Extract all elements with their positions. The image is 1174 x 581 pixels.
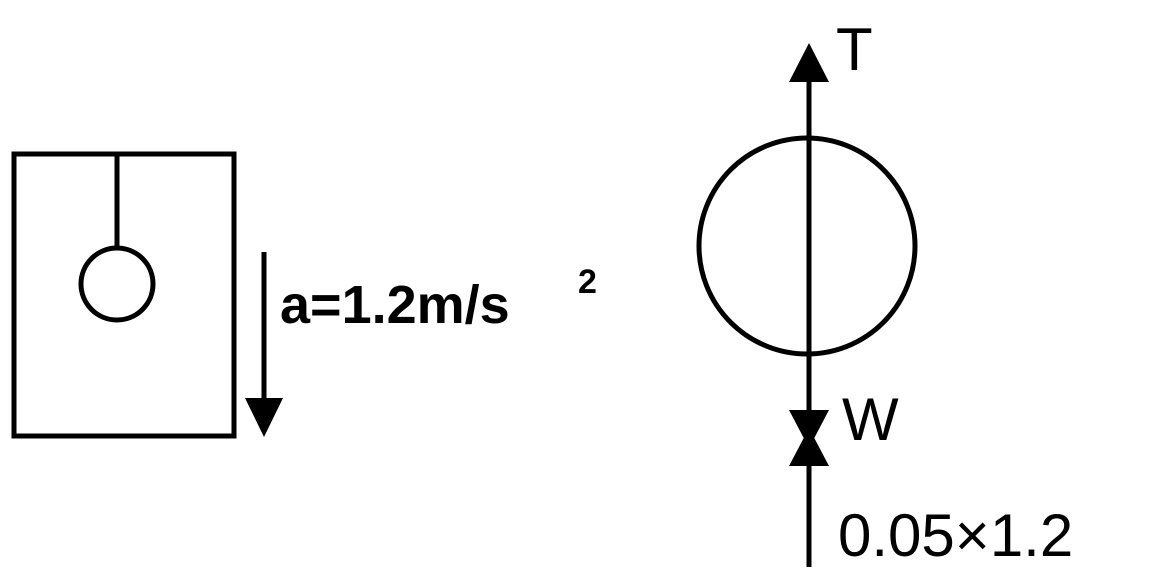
pseudo-force-arrowhead: [789, 428, 829, 466]
tension-label: T: [836, 16, 873, 83]
free-body-diagram: T W 0.05×1.2: [696, 16, 1073, 569]
elevator-figure: a=1.2m/s 2: [11, 151, 597, 439]
pendulum-bob: [78, 245, 156, 323]
weight-label: W: [842, 386, 899, 453]
acceleration-arrowhead: [245, 398, 283, 437]
pseudo-force-label: 0.05×1.2: [838, 502, 1073, 569]
acceleration-exponent: 2: [578, 263, 597, 301]
acceleration-label: a=1.2m/s: [280, 275, 510, 335]
elevator-box: [11, 151, 237, 439]
tension-arrowhead: [789, 43, 829, 82]
